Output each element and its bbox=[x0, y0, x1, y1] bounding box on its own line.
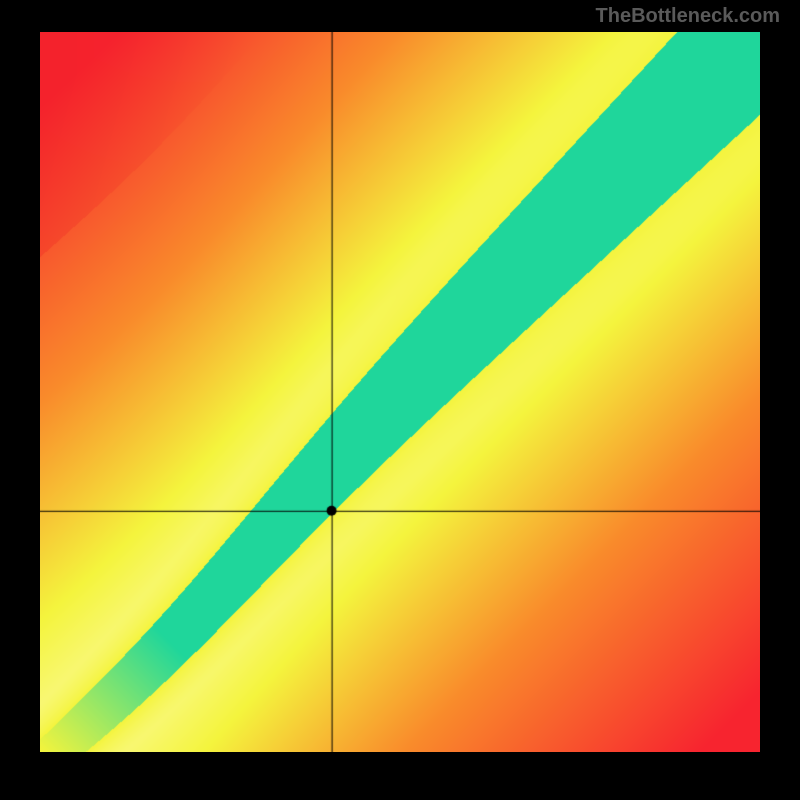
chart-area bbox=[0, 32, 800, 800]
watermark-text: TheBottleneck.com bbox=[596, 5, 780, 28]
heatmap-canvas bbox=[40, 32, 760, 752]
